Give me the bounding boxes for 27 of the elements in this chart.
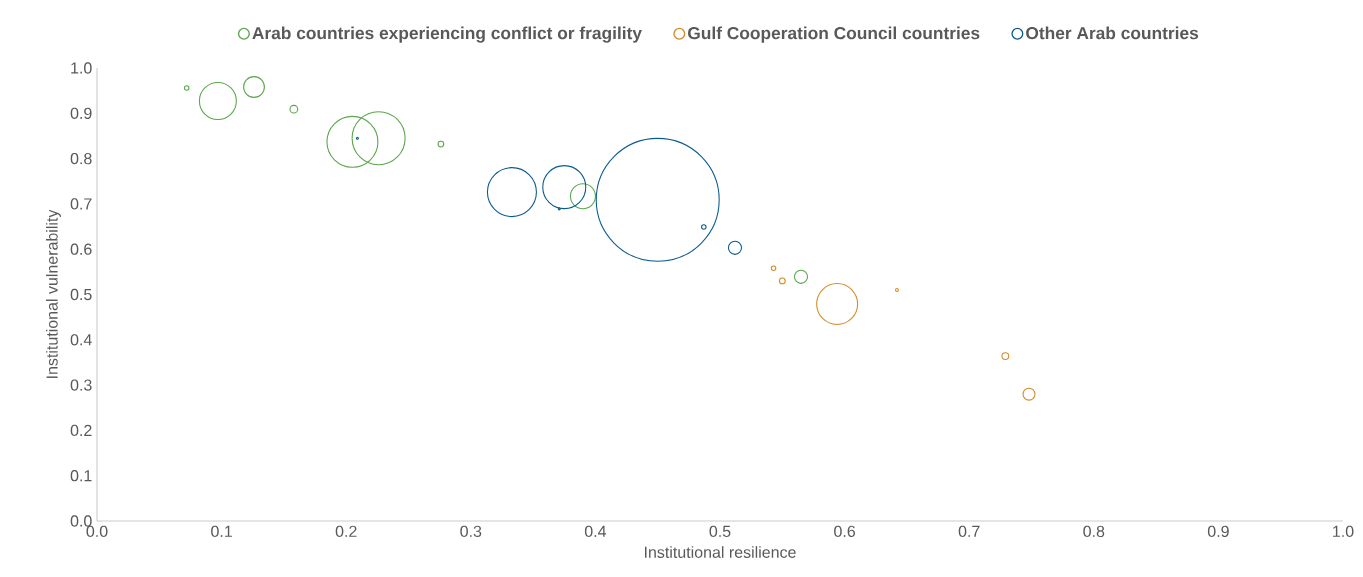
y-tick-label: 0.3 <box>70 379 92 391</box>
legend-label: Gulf Cooperation Council countries <box>688 26 980 43</box>
legend-label: Other Arab countries <box>1026 26 1199 40</box>
y-tick-label: 0.6 <box>70 243 92 255</box>
x-tick-label: 0.8 <box>1083 525 1105 538</box>
y-tick-label: 0.5 <box>70 288 92 301</box>
x-tick-label: 0.4 <box>584 525 607 538</box>
x-axis-title: Institutional resilience <box>645 546 796 558</box>
legend-label: Arab countries experiencing conflict or fragility <box>252 26 642 43</box>
y-tick-label: 0.8 <box>70 152 92 165</box>
y-tick-label: 0.4 <box>70 334 92 346</box>
x-tick-label: 0.2 <box>335 525 357 538</box>
y-axis-title: Institutional vulnerability <box>46 209 61 378</box>
x-tick-label: 0.7 <box>958 525 980 538</box>
x-tick-label: 1.0 <box>1333 525 1354 538</box>
x-tick-label: 0.0 <box>86 525 108 538</box>
y-tick-label: 0.7 <box>70 198 92 210</box>
x-tick-label: 0.1 <box>211 525 232 538</box>
x-tick-label: 0.9 <box>1207 525 1229 538</box>
y-tick-label: 0.9 <box>70 107 92 119</box>
x-tick-label: 0.5 <box>709 525 731 538</box>
y-tick-label: 1.0 <box>71 62 92 74</box>
y-tick-label: 0.1 <box>70 470 92 482</box>
y-tick-label: 0.0 <box>70 515 92 527</box>
x-tick-label: 0.6 <box>834 525 856 538</box>
x-tick-label: 0.3 <box>460 525 482 538</box>
y-tick-label: 0.2 <box>70 424 92 437</box>
